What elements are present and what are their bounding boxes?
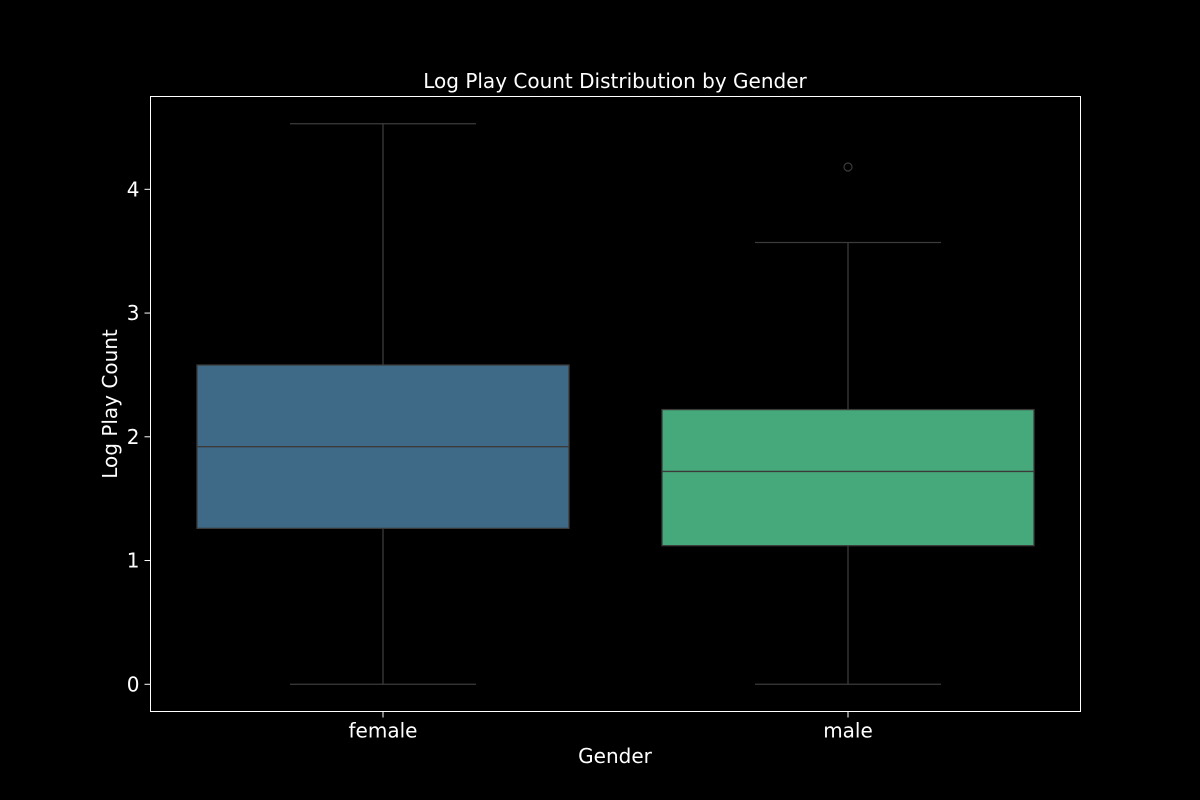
x-axis: female male: [349, 711, 873, 743]
plot-frame: [150, 96, 1081, 712]
x-tick-label-male: male: [823, 719, 873, 743]
outlier-male-0: [843, 162, 853, 172]
y-axis-label: Log Play Count: [98, 329, 122, 479]
box-male: [661, 408, 1035, 547]
chart-title: Log Play Count Distribution by Gender: [423, 69, 807, 93]
y-axis: 0 1 2 3 4: [127, 177, 151, 696]
y-tick-label-4: 4: [127, 177, 140, 201]
y-tick-label-3: 3: [127, 301, 140, 325]
y-tick-label-0: 0: [127, 672, 140, 696]
plot-area: [196, 123, 1035, 685]
box-group-female: [196, 123, 570, 685]
box-group-male: [661, 162, 1035, 685]
x-axis-label: Gender: [578, 744, 652, 768]
y-tick-label-1: 1: [127, 549, 140, 573]
y-tick-label-2: 2: [127, 425, 140, 449]
x-tick-label-female: female: [349, 719, 418, 743]
